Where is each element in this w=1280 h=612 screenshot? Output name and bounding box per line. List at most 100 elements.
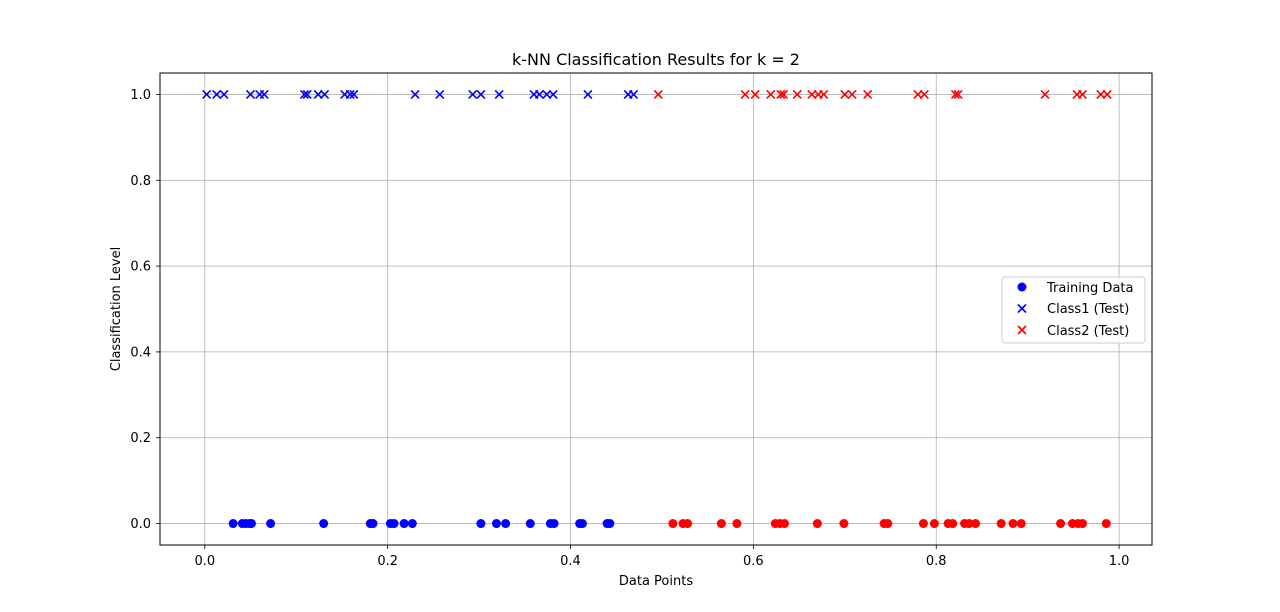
data-point: [1040, 89, 1050, 100]
data-point: [847, 89, 857, 100]
chart-title: k-NN Classification Results for k = 2: [512, 50, 800, 69]
data-point: [468, 89, 478, 100]
data-point: [246, 519, 256, 529]
data-point: [996, 519, 1006, 529]
data-point: [534, 89, 544, 100]
data-point: [839, 519, 849, 529]
x-tick-label: 1.0: [1109, 554, 1130, 569]
data-point: [668, 519, 678, 529]
x-tick-label: 0.6: [743, 554, 764, 569]
data-point: [494, 89, 504, 100]
data-point: [766, 89, 776, 100]
legend-marker-red-x-icon: [1017, 325, 1027, 335]
data-points: [202, 89, 1112, 529]
data-point: [953, 89, 963, 100]
data-point: [883, 519, 893, 529]
series-group: [202, 89, 639, 100]
data-point: [653, 89, 663, 100]
series-group: [668, 519, 1111, 529]
data-point: [929, 519, 939, 529]
data-point: [302, 89, 312, 100]
data-point: [1016, 519, 1026, 529]
y-axis-label: Classification Level: [109, 247, 124, 371]
data-point: [266, 519, 276, 529]
series-group: [653, 89, 1112, 100]
data-point: [740, 89, 750, 100]
data-point: [389, 519, 399, 529]
data-point: [410, 89, 420, 100]
plot-area-frame: [159, 72, 1153, 546]
data-point: [583, 89, 593, 100]
data-point: [750, 89, 760, 100]
y-tick-label: 0.8: [130, 174, 151, 189]
data-point: [716, 519, 726, 529]
data-point: [1078, 519, 1088, 529]
data-point: [776, 89, 786, 100]
data-point: [525, 519, 535, 529]
y-tick-label: 0.4: [130, 345, 151, 360]
legend-box: [1001, 276, 1146, 344]
data-point: [948, 519, 958, 529]
data-point: [368, 519, 378, 529]
y-tick-label: 1.0: [130, 88, 151, 103]
data-point: [1102, 89, 1112, 100]
data-point: [228, 519, 238, 529]
x-axis-ticks: 0.0 0.2 0.4 0.6 0.8 1.0: [194, 545, 1129, 569]
data-point: [683, 519, 693, 529]
data-point: [918, 519, 928, 529]
y-tick-label: 0.0: [130, 517, 151, 532]
data-point: [778, 89, 789, 100]
data-point: [1077, 89, 1088, 100]
data-point: [840, 89, 850, 100]
data-point: [399, 519, 409, 529]
legend-marker-circle-icon: [1017, 282, 1027, 292]
data-point: [435, 89, 445, 100]
data-point: [476, 519, 486, 529]
x-tick-label: 0.0: [194, 554, 215, 569]
data-point: [476, 89, 486, 100]
data-point: [407, 519, 417, 529]
data-point: [548, 89, 558, 100]
x-tick-label: 0.8: [926, 554, 947, 569]
data-point: [501, 519, 511, 529]
x-axis-label: Data Points: [619, 574, 693, 589]
data-point: [1008, 519, 1018, 529]
data-point: [345, 89, 355, 100]
data-point: [919, 89, 929, 100]
data-point: [549, 519, 559, 529]
data-point: [219, 89, 229, 100]
y-axis-ticks: 0.0 0.2 0.4 0.6 0.8 1.0: [130, 88, 160, 532]
legend-marker-blue-x-icon: [1017, 303, 1027, 314]
data-point: [950, 89, 960, 100]
data-point: [202, 89, 212, 100]
data-point: [1056, 519, 1066, 529]
data-point: [320, 89, 330, 100]
data-point: [792, 89, 802, 100]
data-point: [491, 519, 501, 529]
x-tick-label: 0.2: [377, 554, 398, 569]
legend: Training Data Class1 (Test) Class2 (Test…: [1001, 276, 1146, 344]
data-point: [299, 89, 310, 100]
data-point: [212, 89, 222, 100]
legend-label-training: Training Data: [1046, 281, 1133, 296]
data-point: [812, 519, 822, 529]
x-tick-label: 0.4: [560, 554, 581, 569]
data-point: [349, 89, 359, 100]
data-point: [863, 89, 873, 100]
data-point: [819, 89, 829, 100]
data-point: [971, 519, 981, 529]
data-point: [319, 519, 329, 529]
series-group: [228, 519, 615, 529]
data-point: [964, 519, 974, 529]
grid-lines: [160, 73, 1152, 545]
legend-label-class2: Class2 (Test): [1047, 324, 1129, 339]
data-point: [732, 519, 742, 529]
data-point: [245, 89, 256, 100]
data-point: [779, 519, 789, 529]
y-tick-label: 0.6: [130, 260, 151, 275]
data-point: [1101, 519, 1111, 529]
data-point: [605, 519, 615, 529]
data-point: [577, 519, 587, 529]
legend-label-class1: Class1 (Test): [1047, 302, 1129, 317]
